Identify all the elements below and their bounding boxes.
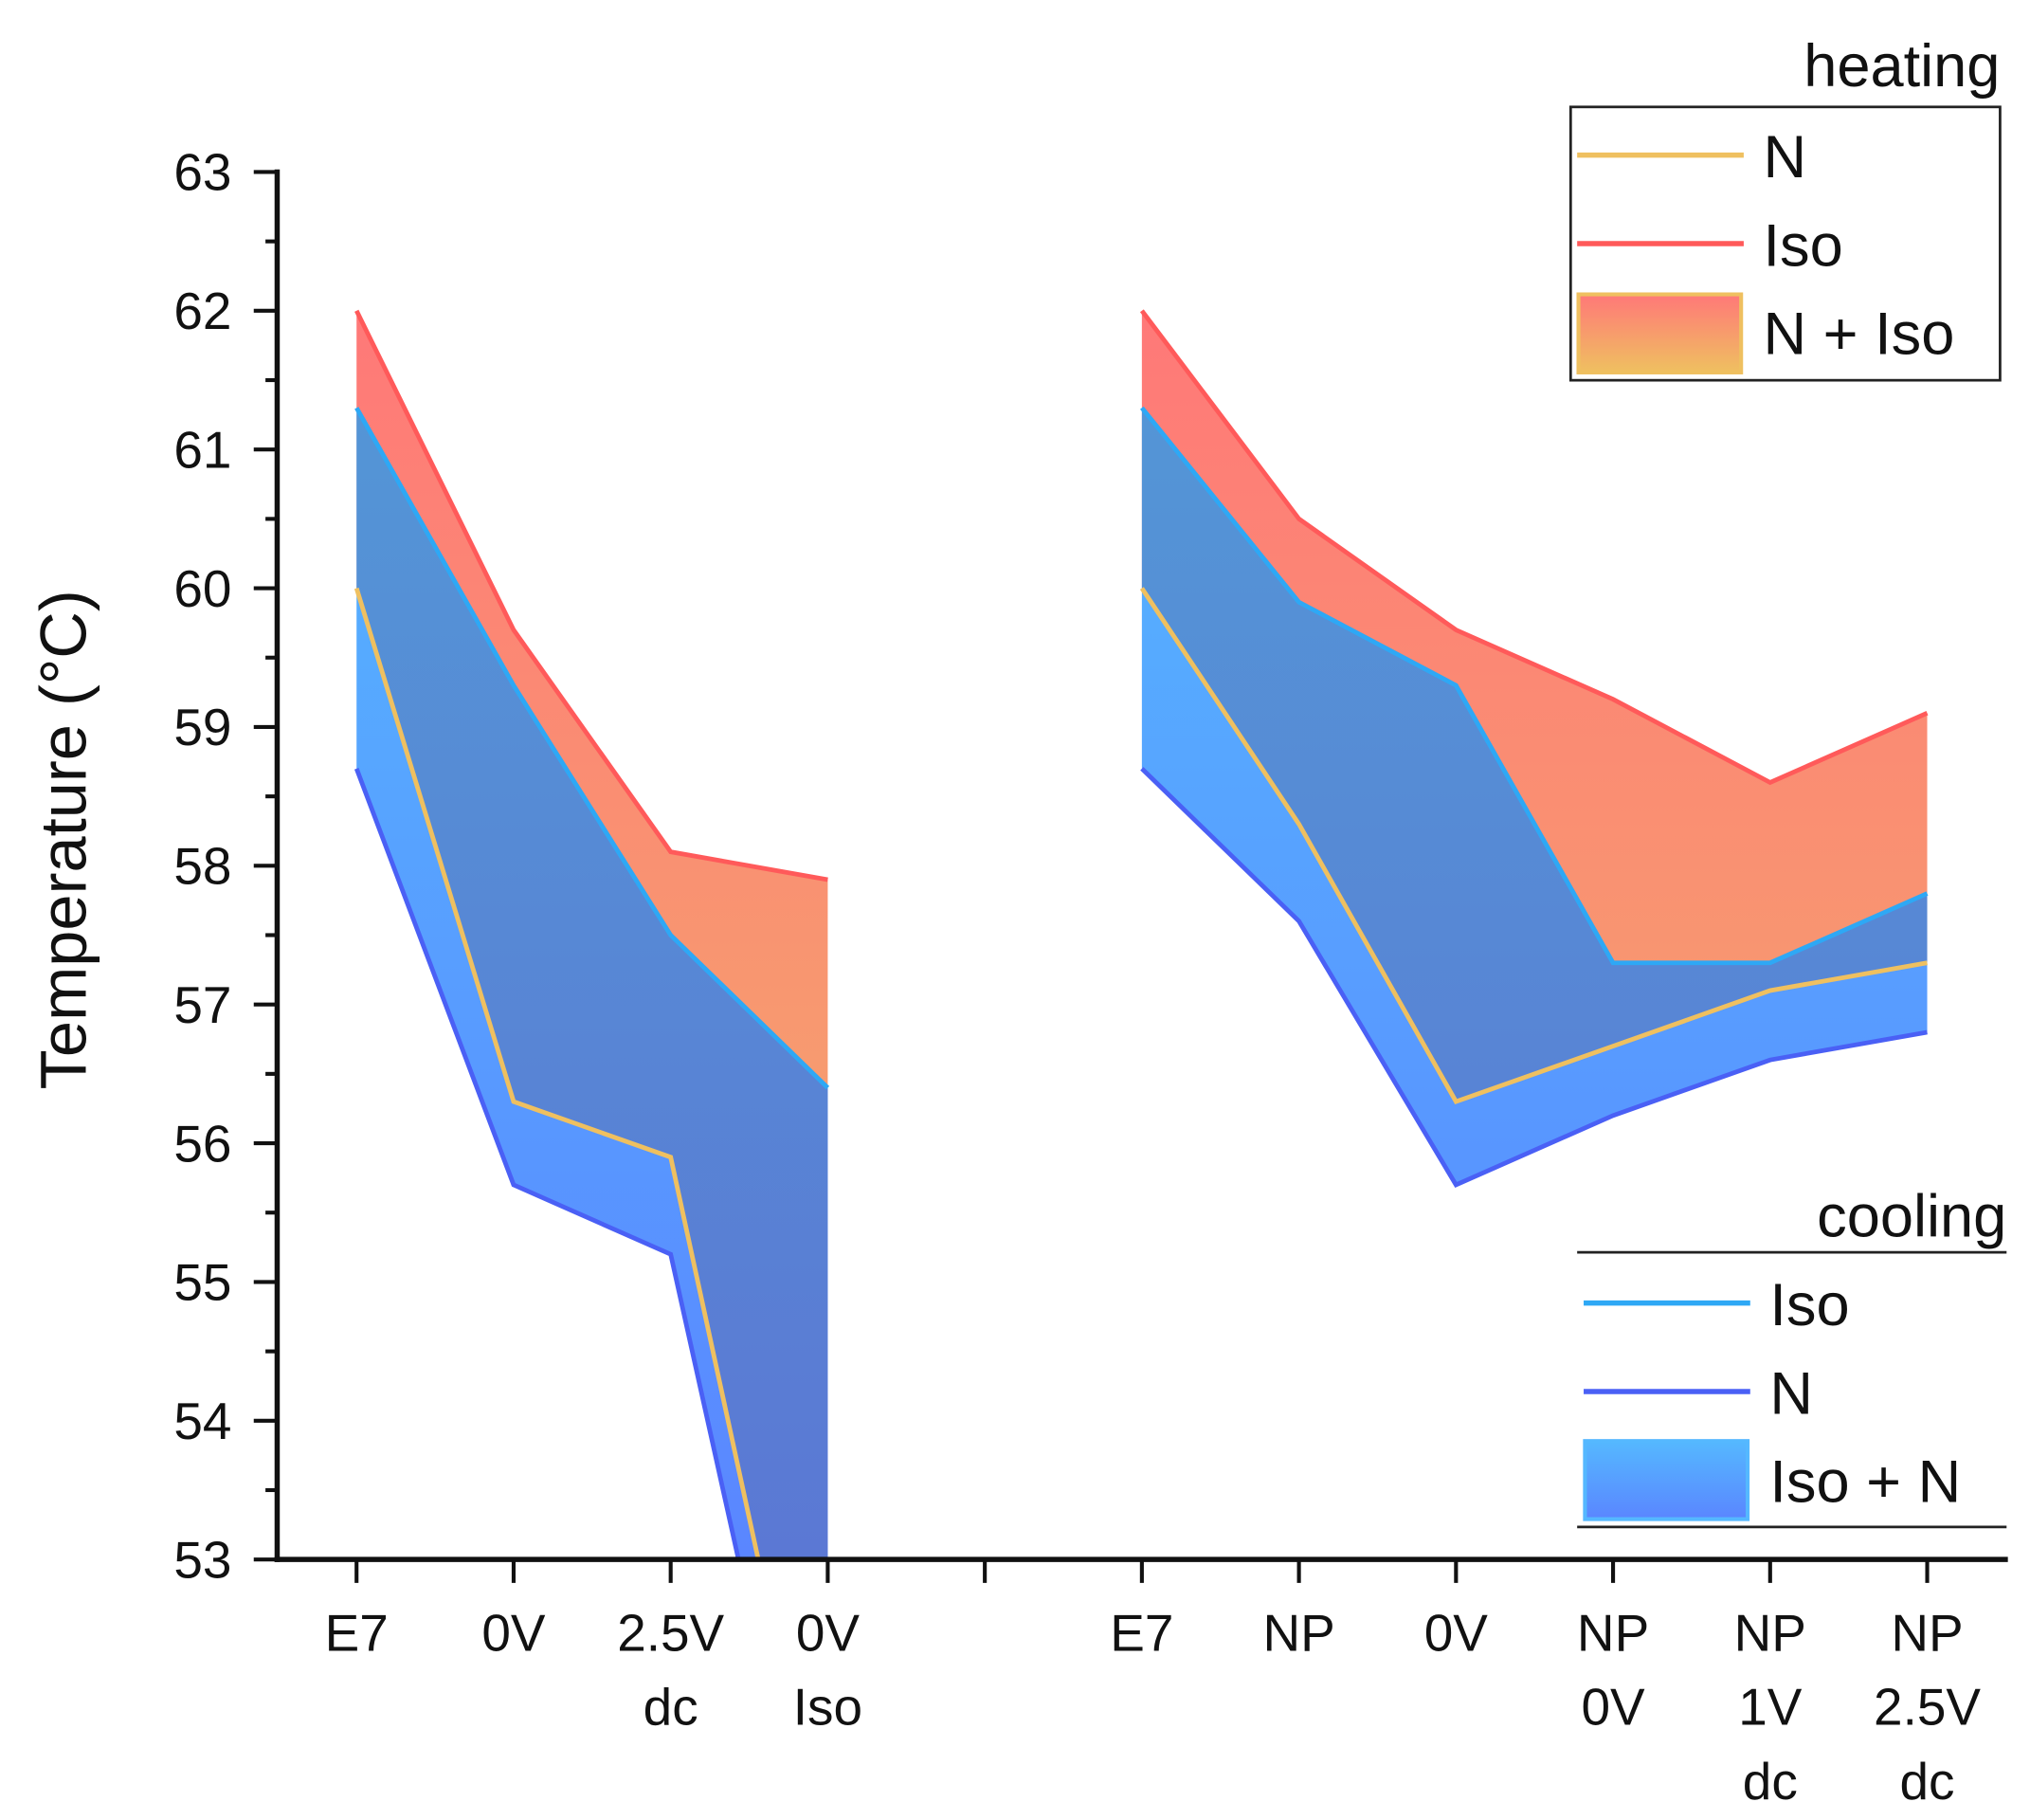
y-tick-label: 60 (173, 559, 231, 618)
y-tick-label: 63 (173, 143, 231, 202)
y-axis-label: Temperature (°C) (27, 590, 100, 1089)
heating-fill-swatch (1576, 292, 1744, 374)
x-tick-label: dc (643, 1678, 698, 1737)
y-tick-label: 55 (173, 1253, 231, 1312)
heating-n-line-group-1 (353, 587, 761, 1560)
cooling-legend-n: N (1769, 1360, 1813, 1427)
heating-legend-iso: Iso (1764, 212, 1843, 279)
y-tick-label: 58 (173, 837, 231, 896)
heating-iso-line-group-1 (354, 309, 828, 883)
heating-legend: heating N Iso N + Iso (1568, 33, 2002, 382)
heating-legend-n-iso: N + Iso (1764, 301, 1955, 368)
y-tick-label: 59 (173, 698, 231, 756)
y-tick-label: 57 (173, 975, 231, 1034)
x-tick-label: 1V (1738, 1678, 1803, 1737)
x-tick-label: NP (1262, 1603, 1334, 1662)
cooling-legend-iso-n: Iso + N (1769, 1449, 1961, 1516)
x-tick-label: NP (1577, 1603, 1649, 1662)
x-tick-label: 0V (796, 1603, 861, 1662)
heating-n-line-group-2 (1139, 587, 1928, 1105)
x-tick-label: dc (1743, 1752, 1798, 1811)
cooling-n-line-group-1 (353, 768, 741, 1560)
heating-area-group-2 (1141, 310, 1928, 1102)
cooling-legend: cooling Iso N Iso + N (1577, 1184, 2006, 1529)
x-tick-label: 2.5V (1874, 1678, 1981, 1737)
heating-legend-title: heating (1803, 33, 2000, 100)
x-tick-label: 0V (1424, 1603, 1489, 1662)
x-tick-label: NP (1734, 1603, 1806, 1662)
x-tick-label: E7 (1110, 1603, 1173, 1662)
x-tick-label: 0V (1581, 1678, 1645, 1737)
cooling-legend-iso: Iso (1769, 1272, 1849, 1338)
x-tick-label: 0V (481, 1603, 546, 1662)
y-tick-label: 53 (173, 1530, 231, 1589)
cooling-iso-line-group-1 (354, 407, 830, 1090)
y-tick-label: 56 (173, 1114, 231, 1173)
x-tick-label: E7 (325, 1603, 389, 1662)
y-tick-label: 61 (173, 420, 231, 479)
x-tick-label: NP (1891, 1603, 1963, 1662)
cooling-fill-swatch (1583, 1439, 1750, 1521)
heating-iso-line-group-2 (1139, 309, 1929, 786)
y-tick-label: 54 (173, 1392, 231, 1450)
x-tick-label: 2.5V (617, 1603, 724, 1662)
y-tick-label: 62 (173, 282, 231, 340)
x-tick-label: Iso (793, 1678, 862, 1737)
overlap-area-group-1 (356, 408, 828, 1560)
x-tick-label: dc (1900, 1752, 1955, 1811)
heating-legend-n: N (1764, 124, 1807, 191)
axes: E7 0V 2.5V dc 0V Iso E7 NP 0V NP 0V NP 1V dc NP 2.5V dc 5… (173, 143, 2008, 1811)
cooling-legend-title: cooling (1817, 1184, 2006, 1250)
cooling-n-line-group-2 (1140, 767, 1928, 1189)
plot-area (353, 309, 1929, 1560)
cooling-iso-line-group-2 (1140, 406, 1929, 966)
